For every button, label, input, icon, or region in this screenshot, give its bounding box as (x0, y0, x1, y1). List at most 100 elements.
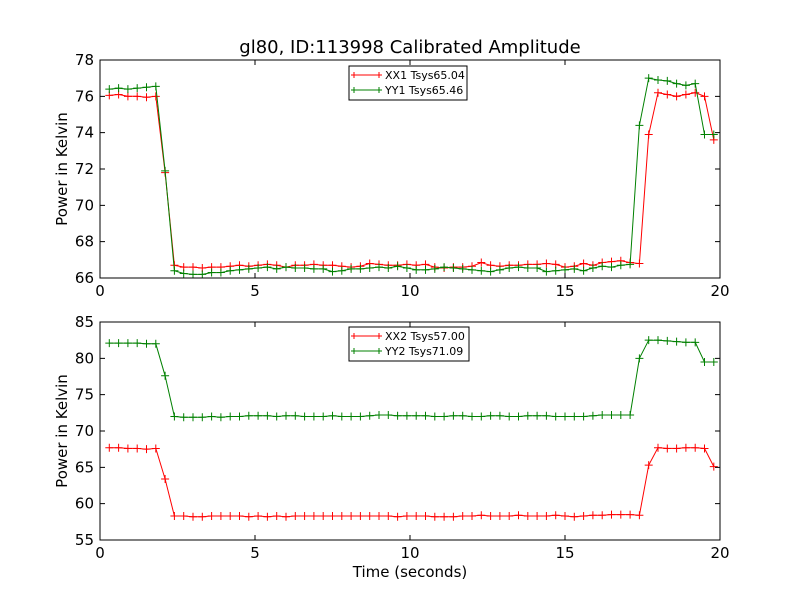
data-point (161, 474, 170, 483)
x-tick-label: 20 (710, 544, 729, 562)
data-point (551, 511, 560, 520)
data-point (523, 411, 532, 420)
data-point (179, 512, 188, 521)
y-axis-label: Power in Kelvin (53, 112, 71, 226)
data-point (430, 264, 439, 273)
data-point (616, 411, 625, 420)
data-point (309, 412, 318, 421)
data-point (486, 512, 495, 521)
data-point (207, 512, 216, 521)
legend-marker (351, 348, 357, 354)
data-point (691, 443, 700, 452)
data-point (430, 412, 439, 421)
data-point (170, 512, 179, 521)
data-point (133, 92, 142, 101)
legend-marker (376, 348, 382, 354)
data-point (468, 412, 476, 421)
data-point (533, 264, 542, 273)
data-point (328, 411, 337, 420)
top-chart-panel: 0 5 10 15 20 66 68 70 72 74 76 78 Power in Kelvin gl8… (53, 37, 730, 300)
data-point (635, 511, 644, 520)
data-point (514, 511, 523, 520)
data-point (607, 510, 616, 519)
data-point (458, 512, 467, 521)
x-tick-label: 5 (250, 282, 260, 300)
bottom-chart-panel: 0 5 10 15 20 55 60 65 70 75 80 85 Power in Kelvin Tim… (53, 313, 730, 581)
data-point (319, 512, 328, 521)
data-point (495, 512, 504, 521)
data-point (235, 412, 244, 421)
data-point (663, 76, 672, 85)
x-tick-label: 15 (555, 544, 574, 562)
data-point (375, 263, 383, 272)
data-point (505, 512, 514, 521)
data-point (393, 262, 402, 271)
data-point (179, 269, 188, 278)
data-point (216, 268, 225, 277)
data-point (468, 265, 476, 274)
data-point (542, 259, 551, 268)
data-point (207, 412, 216, 421)
data-point (477, 266, 486, 275)
y-tick-label: 76 (75, 87, 94, 105)
data-point (337, 412, 346, 421)
data-point (347, 512, 356, 521)
data-point (635, 121, 644, 130)
data-point (244, 512, 253, 521)
x-tick-label: 5 (250, 544, 260, 562)
data-point (542, 411, 551, 420)
data-point (654, 75, 662, 84)
data-point (105, 339, 114, 348)
data-point (402, 411, 411, 420)
data-point (151, 82, 160, 91)
data-point (393, 512, 402, 521)
data-point (105, 85, 114, 94)
data-point (691, 88, 700, 97)
data-point (672, 337, 681, 346)
data-point (402, 512, 411, 521)
data-point (691, 338, 700, 347)
data-point (142, 83, 151, 92)
data-point (663, 90, 672, 99)
data-point (477, 258, 486, 267)
data-point (309, 512, 318, 521)
data-point (477, 412, 486, 421)
data-point (709, 357, 718, 366)
data-point (347, 264, 356, 273)
data-point (663, 336, 672, 345)
data-point (644, 74, 653, 83)
legend-label: YY2 Tsys71.09 (384, 345, 463, 358)
legend-marker (376, 72, 382, 78)
data-point (570, 512, 579, 521)
y-tick-label: 55 (75, 531, 94, 549)
data-point (291, 264, 300, 273)
data-point (505, 412, 514, 421)
legend-box (348, 326, 470, 362)
data-point (681, 338, 690, 347)
data-point (700, 444, 709, 453)
data-point (272, 512, 281, 521)
data-point (523, 512, 532, 521)
data-point (440, 412, 449, 421)
x-axis-label: Time (seconds) (352, 563, 468, 581)
data-point (123, 92, 132, 101)
data-point (263, 512, 272, 521)
data-point (542, 267, 551, 276)
data-point (142, 93, 151, 102)
data-point (114, 339, 123, 348)
data-point (505, 264, 514, 273)
data-point (561, 265, 569, 274)
data-point (235, 265, 244, 274)
data-point (644, 336, 653, 345)
data-point (486, 267, 495, 276)
y-tick-label: 66 (75, 269, 94, 287)
data-point (551, 266, 560, 275)
data-point (663, 444, 672, 453)
data-point (123, 85, 132, 94)
data-point (421, 265, 430, 274)
data-point (254, 411, 263, 420)
data-point (598, 411, 607, 420)
data-point (254, 512, 263, 521)
data-point (681, 443, 690, 452)
data-point (440, 263, 449, 272)
